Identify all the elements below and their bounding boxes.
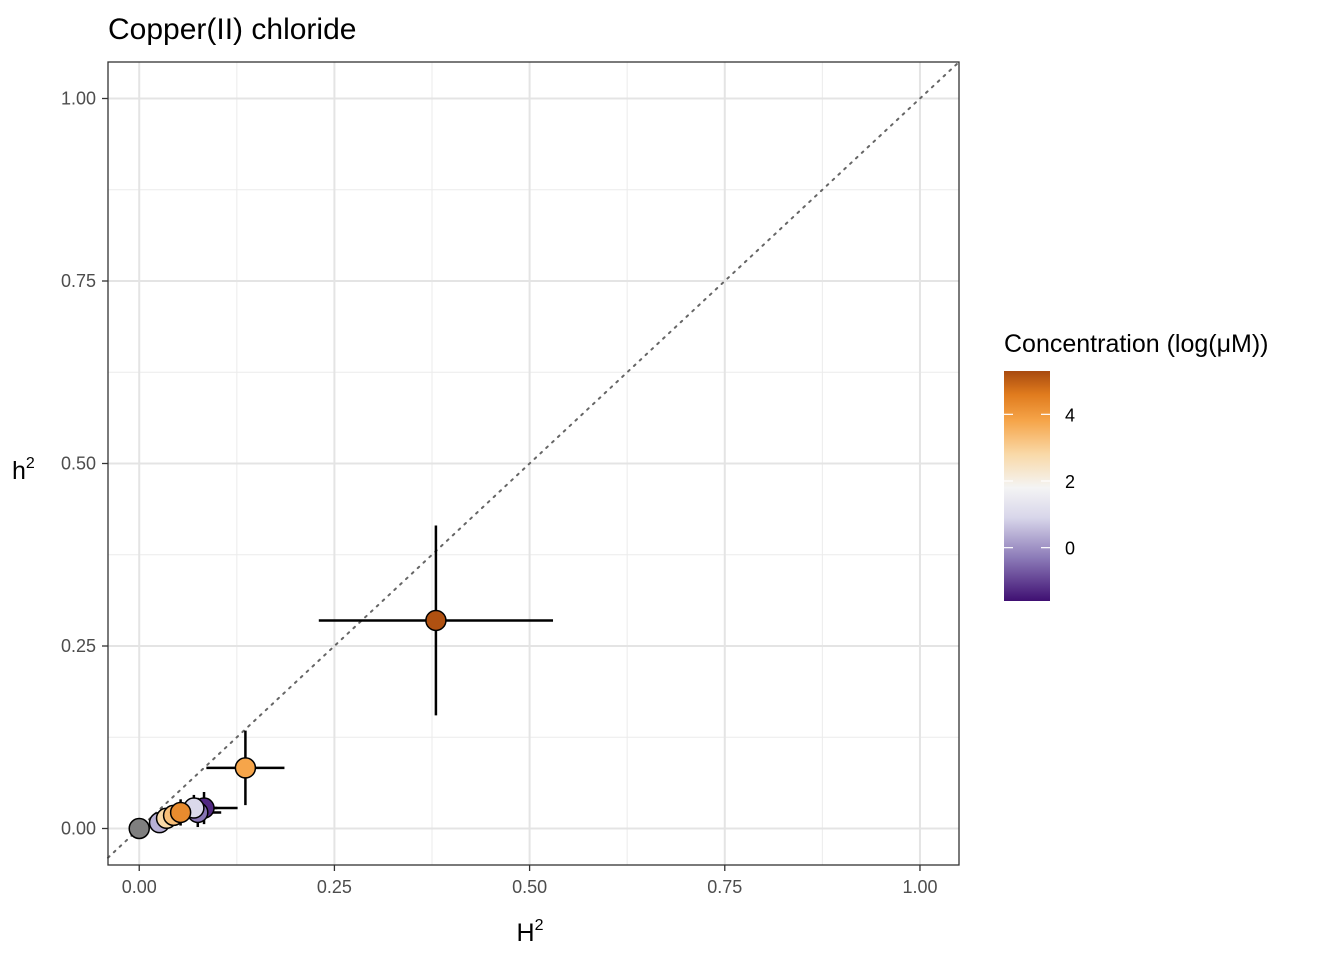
data-point (169, 801, 192, 824)
colorbar-legend: Concentration (log(μM)) 0 2 4 (1004, 330, 1269, 601)
y-tick-label: 0.25 (61, 636, 96, 656)
x-tick-label: 0.25 (317, 877, 352, 897)
colorbar-gradient (1004, 371, 1050, 601)
y-axis-title-base: h (12, 457, 26, 485)
data-point (425, 609, 447, 632)
data-points (128, 609, 447, 840)
data-point (234, 757, 257, 779)
y-axis-title: h2 (12, 455, 35, 485)
x-axis-title-sup: 2 (535, 917, 544, 934)
reference-line (107, 61, 960, 859)
x-tick-label: 0.75 (707, 877, 742, 897)
x-tick-label: 1.00 (902, 877, 937, 897)
y-tick-label: 0.75 (61, 271, 96, 291)
reference-line-group (107, 61, 960, 859)
colorbar-title: Concentration (log(μM)) (1004, 330, 1269, 358)
colorbar-tick-label: 2 (1065, 472, 1075, 492)
y-tick-label: 0.50 (61, 454, 96, 474)
axes: 0.00 0.25 0.50 0.75 1.00 0.00 0.25 0.50 0.75 1.00 (61, 89, 938, 898)
x-axis-title-base: H (517, 919, 535, 947)
x-axis-title: H2 (517, 917, 544, 947)
chart-title: Copper(II) chloride (108, 13, 356, 46)
x-tick-label: 0.00 (122, 877, 157, 897)
colorbar-tick-label: 4 (1065, 405, 1075, 425)
y-tick-label: 0.00 (61, 819, 96, 839)
y-axis-title-sup: 2 (26, 455, 35, 472)
y-tick-label: 1.00 (61, 89, 96, 109)
colorbar-tick-label: 0 (1065, 539, 1075, 559)
colorbar-ticks: 0 2 4 (1004, 405, 1075, 559)
x-tick-label: 0.50 (512, 877, 547, 897)
data-point (128, 817, 150, 840)
